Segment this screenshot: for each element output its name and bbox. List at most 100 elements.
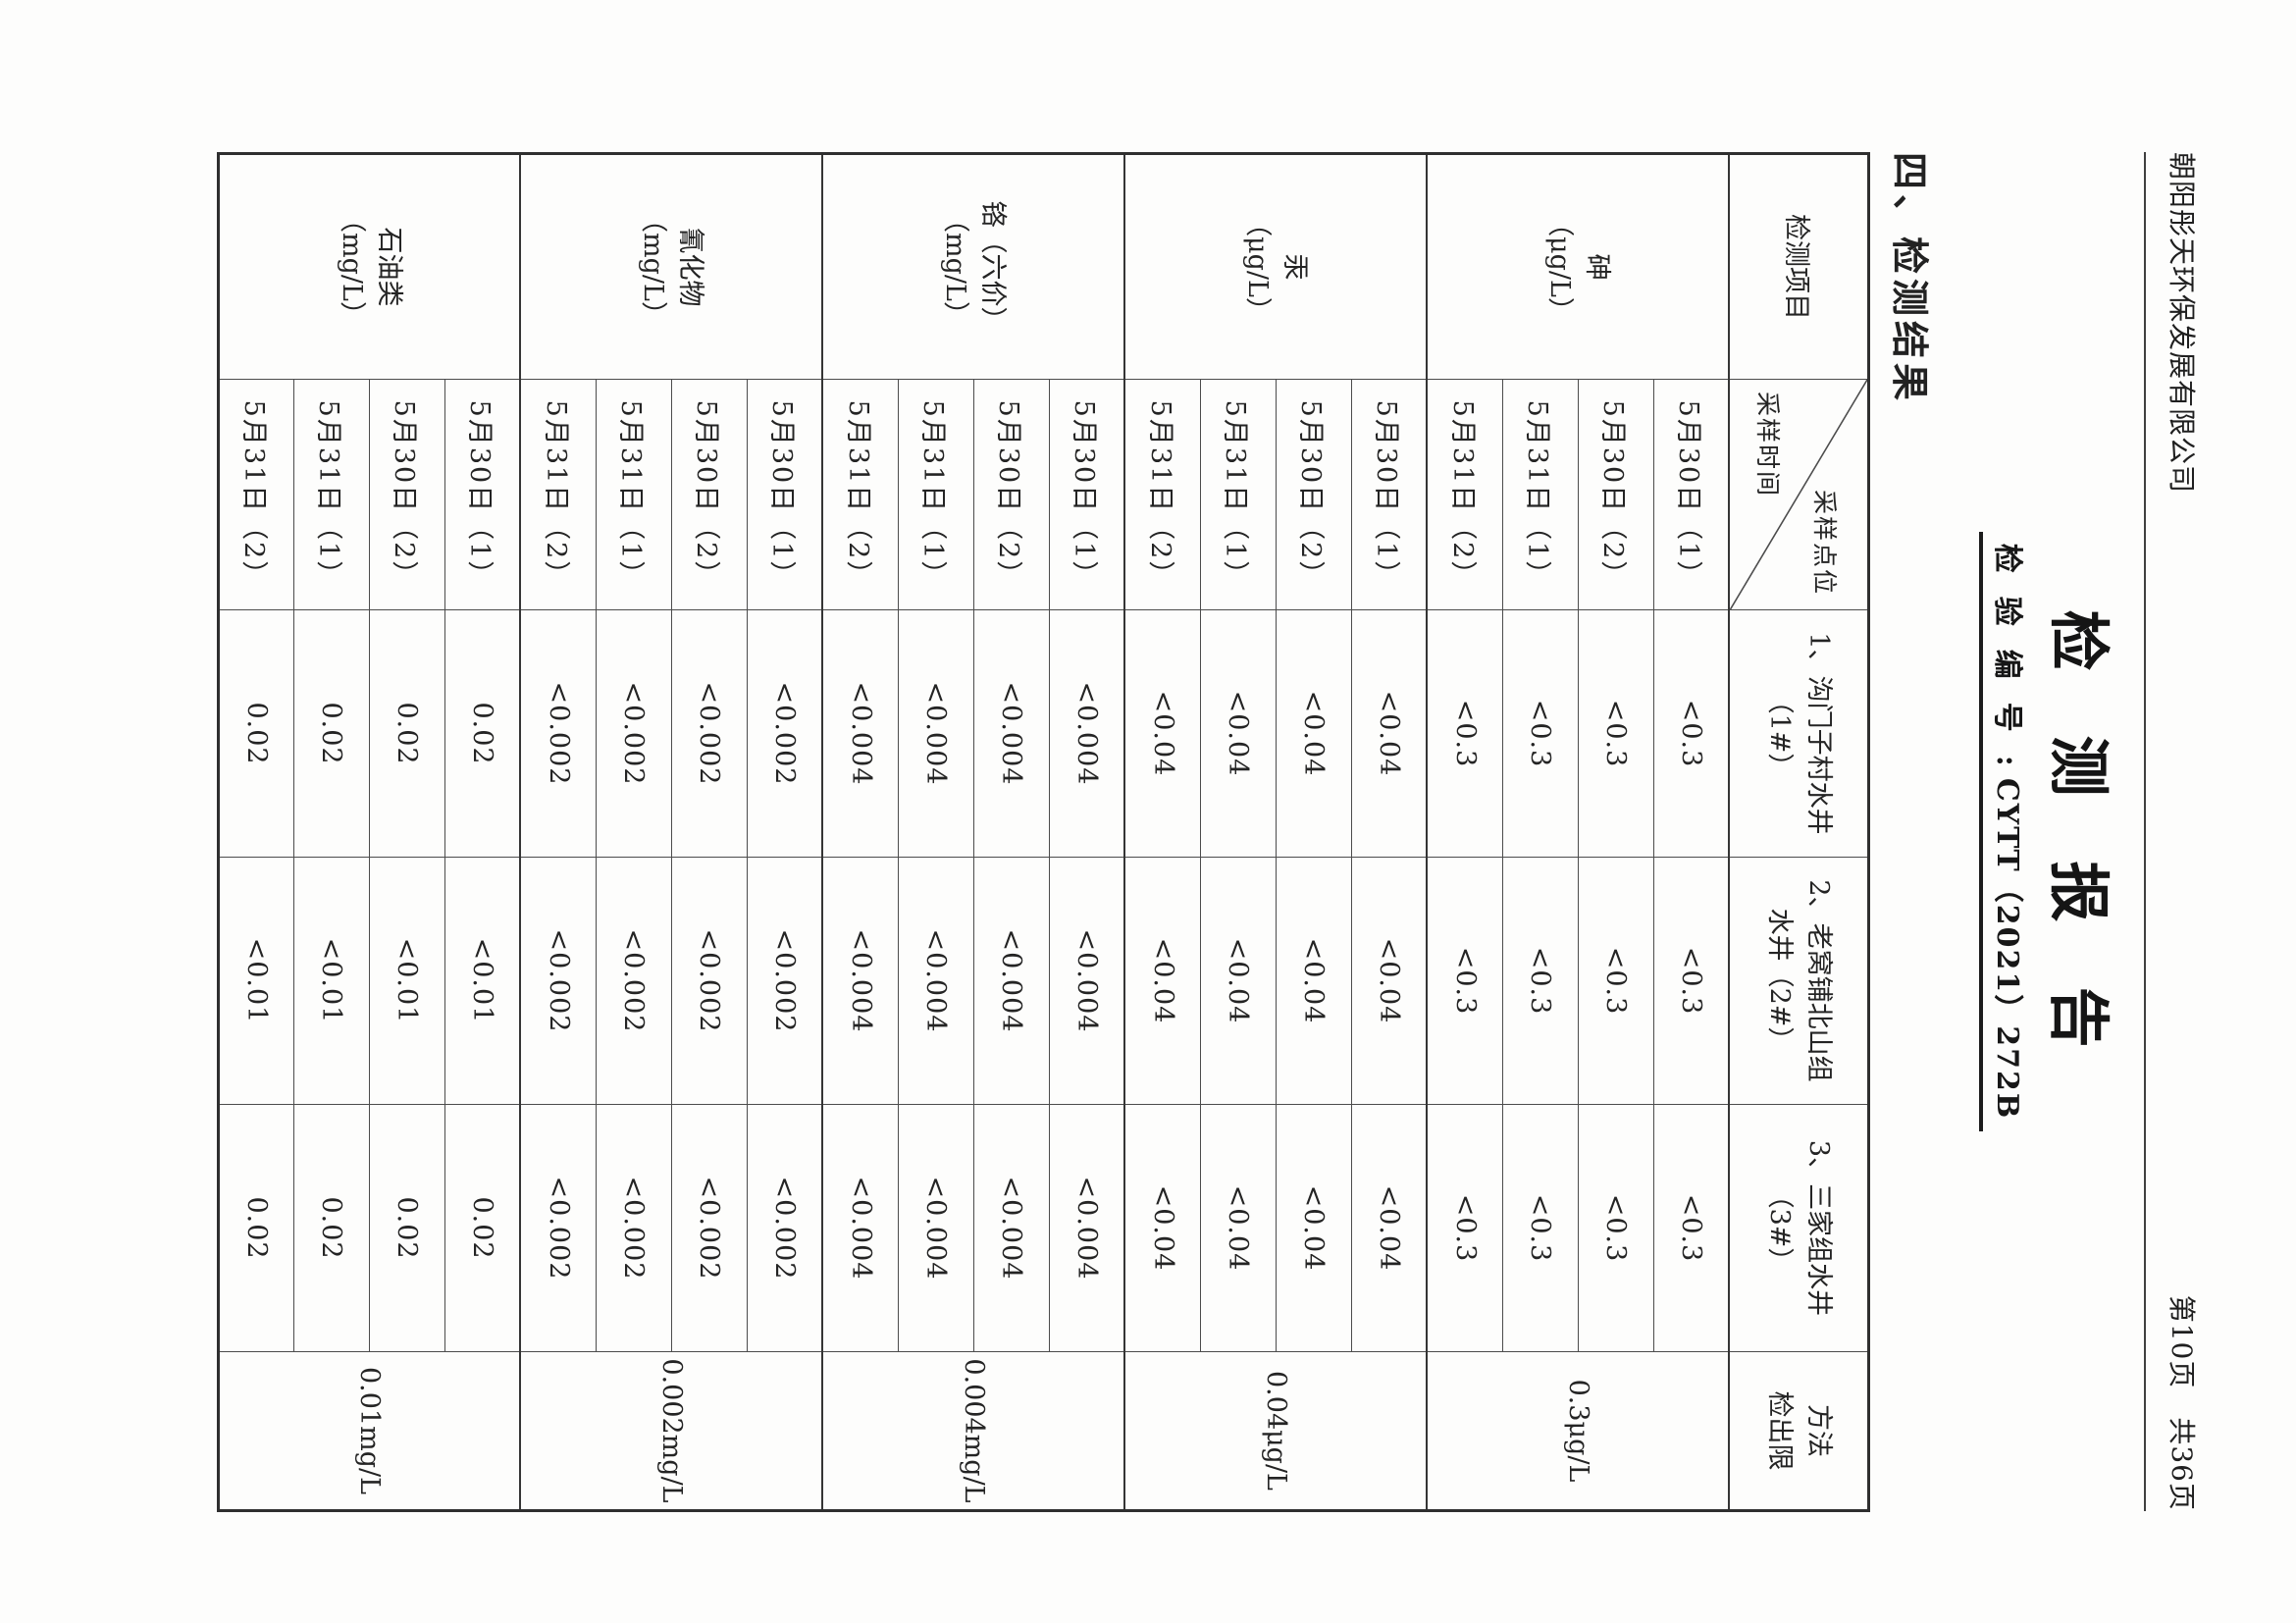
result-value-cell: <0.004 <box>898 1104 974 1352</box>
header-method-detection-limit: 方法 检出限 <box>1729 1351 1869 1511</box>
test-item-unit: （mg/L） <box>638 206 669 328</box>
table-header-row: 检测项目 采样点位 采样时间 1、沟门子村水井 （1#） 2、老窝铺北山组 <box>1729 153 1869 1511</box>
detection-limit-cell: 0.004mg/L <box>822 1351 1125 1511</box>
header-sampling-diagonal-cell: 采样点位 采样时间 <box>1729 379 1869 610</box>
sampling-time-cell: 5月31日（1） <box>1200 379 1277 610</box>
result-value-cell: <0.3 <box>1653 1104 1730 1352</box>
result-value-cell: 0.02 <box>293 1104 370 1352</box>
result-value-cell: <0.3 <box>1653 857 1730 1105</box>
header-well-3: 3、三家组水井 （3#） <box>1729 1104 1869 1352</box>
result-value-cell: <0.004 <box>1049 857 1125 1105</box>
sampling-time-cell: 5月31日（2） <box>520 379 597 610</box>
result-value-cell: <0.002 <box>596 857 672 1105</box>
report-title: 检测报告 <box>2043 609 2114 1113</box>
sampling-time-cell: 5月31日（2） <box>1124 379 1201 610</box>
header-sampling-time: 采样时间 <box>1753 392 1783 498</box>
table-row: 铬（六价） （mg/L） 5月30日（1） <0.004 <0.004 <0.004 0.0… <box>822 153 1125 1511</box>
company-name: 朝阳彤天环保发展有限公司 <box>2166 152 2198 495</box>
result-value-cell: 0.02 <box>218 1104 294 1352</box>
header-sampling-point: 采样点位 <box>1810 489 1839 596</box>
sampling-time-cell: 5月30日（1） <box>747 379 823 610</box>
result-value-cell: 0.02 <box>369 1104 445 1352</box>
result-value-cell: <0.002 <box>520 857 597 1105</box>
sampling-time-cell: 5月31日（1） <box>1502 379 1579 610</box>
test-item-unit: （mg/L） <box>940 206 971 328</box>
report-number-colon: : <box>1990 755 2024 766</box>
header-test-item: 检测项目 <box>1729 153 1869 380</box>
sampling-time-cell: 5月30日（2） <box>671 379 748 610</box>
result-value-cell: <0.04 <box>1276 857 1352 1105</box>
page-content: 朝阳彤天环保发展有限公司 第10页 共36页 检测报告 检验编号: CYTT（20… <box>217 152 2203 1512</box>
result-value-cell: <0.3 <box>1502 1104 1579 1352</box>
detection-limit-cell: 0.002mg/L <box>520 1351 823 1511</box>
report-number-value: CYTT（2021）272B <box>1990 777 2024 1121</box>
result-value-cell: <0.002 <box>596 1104 672 1352</box>
test-item-name: 汞 <box>1279 253 1311 281</box>
result-value-cell: <0.3 <box>1427 1104 1503 1352</box>
test-item-cell: 氰化物 （mg/L） <box>520 153 823 380</box>
sampling-time-cell: 5月30日（1） <box>1351 379 1428 610</box>
result-value-cell: <0.002 <box>520 609 597 858</box>
result-value-cell: <0.004 <box>973 1104 1050 1352</box>
result-value-cell: <0.004 <box>822 857 899 1105</box>
result-value-cell: <0.004 <box>898 857 974 1105</box>
report-number-line: 检验编号: CYTT（2021）272B <box>1979 152 2032 1511</box>
result-value-cell: <0.002 <box>671 857 748 1105</box>
result-value-cell: <0.002 <box>671 1104 748 1352</box>
page-indicator: 第10页 共36页 <box>2166 1294 2198 1511</box>
result-value-cell: 0.02 <box>293 609 370 858</box>
test-item-cell: 砷（μg/L） <box>1427 153 1730 380</box>
header-well-2-id: 水井（2#） <box>1764 908 1796 1054</box>
result-value-cell: <0.002 <box>596 609 672 858</box>
sampling-time-cell: 5月30日（1） <box>1049 379 1125 610</box>
result-value-cell: 0.02 <box>218 609 294 858</box>
sampling-time-cell: 5月30日（2） <box>369 379 445 610</box>
result-value-cell: <0.002 <box>671 609 748 858</box>
result-value-cell: <0.3 <box>1578 1104 1654 1352</box>
result-value-cell: <0.04 <box>1124 857 1201 1105</box>
header-well-3-name: 3、三家组水井 <box>1803 1139 1835 1317</box>
table-body: 砷（μg/L） 5月30日（1） <0.3 <0.3 <0.3 0.3μg/L 5月30日（… <box>218 153 1730 1511</box>
result-value-cell: <0.3 <box>1502 857 1579 1105</box>
result-value-cell: <0.3 <box>1502 609 1579 858</box>
result-value-cell: <0.04 <box>1124 1104 1201 1352</box>
sampling-time-cell: 5月31日（1） <box>596 379 672 610</box>
page-header: 朝阳彤天环保发展有限公司 第10页 共36页 <box>2144 152 2203 1511</box>
result-value-cell: 0.02 <box>444 1104 521 1352</box>
result-value-cell: <0.3 <box>1578 609 1654 858</box>
result-value-cell: <0.04 <box>1200 609 1277 858</box>
result-value-cell: <0.04 <box>1276 1104 1352 1352</box>
result-value-cell: 0.02 <box>444 609 521 858</box>
header-well-2-name: 2、老窝铺北山组 <box>1803 879 1835 1082</box>
result-value-cell: <0.002 <box>520 1104 597 1352</box>
report-number: 检验编号: CYTT（2021）272B <box>1979 531 2032 1132</box>
detection-limit-cell: 0.3μg/L <box>1427 1351 1730 1511</box>
sampling-time-cell: 5月31日（2） <box>1427 379 1503 610</box>
report-number-label: 检验编号 <box>1990 543 2024 756</box>
test-item-unit: （μg/L） <box>1242 210 1274 324</box>
sampling-time-cell: 5月30日（1） <box>444 379 521 610</box>
result-value-cell: <0.01 <box>293 857 370 1105</box>
sampling-time-cell: 5月30日（2） <box>973 379 1050 610</box>
table-row: 氰化物 （mg/L） 5月30日（1） <0.002 <0.002 <0.002 0.002… <box>520 153 823 1511</box>
results-table: 检测项目 采样点位 采样时间 1、沟门子村水井 （1#） 2、老窝铺北山组 <box>217 152 1870 1512</box>
table-row: 汞（μg/L） 5月30日（1） <0.04 <0.04 <0.04 0.04μg/L <box>1124 153 1428 1511</box>
sampling-time-cell: 5月30日（2） <box>1276 379 1352 610</box>
detection-limit-cell: 0.04μg/L <box>1124 1351 1428 1511</box>
result-value-cell: <0.004 <box>973 857 1050 1105</box>
header-limit-line1: 方法 <box>1803 1404 1835 1457</box>
table-row: 石油类 （mg/L） 5月30日（1） 0.02 <0.01 0.02 0.01mg/L <box>218 153 521 1511</box>
header-well-1-name: 1、沟门子村水井 <box>1803 632 1835 835</box>
result-value-cell: <0.004 <box>822 609 899 858</box>
test-item-name: 铬（六价） <box>977 200 1009 334</box>
section-heading: 四、检测结果 <box>1888 152 1932 406</box>
sampling-time-cell: 5月31日（2） <box>822 379 899 610</box>
result-value-cell: <0.002 <box>747 857 823 1105</box>
result-value-cell: <0.04 <box>1351 609 1428 858</box>
result-value-cell: <0.004 <box>1049 609 1125 858</box>
test-item-cell: 石油类 （mg/L） <box>218 153 521 380</box>
test-item-unit: （mg/L） <box>336 206 367 328</box>
sampling-time-cell: 5月31日（1） <box>293 379 370 610</box>
result-value-cell: <0.002 <box>747 1104 823 1352</box>
test-item-name: 氰化物 <box>675 227 706 307</box>
